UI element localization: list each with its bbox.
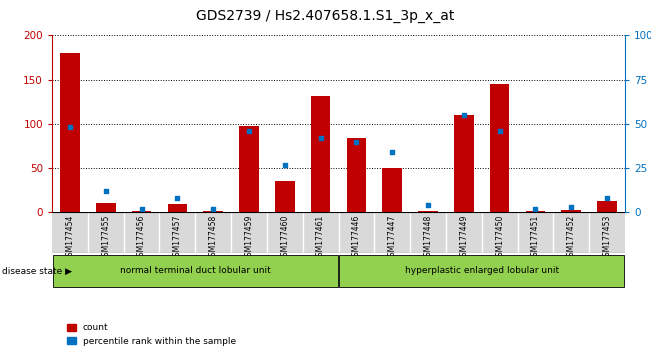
Bar: [239, 126, 259, 212]
Point: [172, 195, 182, 201]
Text: GSM177456: GSM177456: [137, 215, 146, 261]
Bar: [203, 211, 223, 212]
Point: [458, 112, 469, 118]
Point: [602, 195, 612, 201]
Text: GSM177449: GSM177449: [460, 215, 468, 261]
Text: GSM177447: GSM177447: [388, 215, 396, 261]
Point: [100, 188, 111, 194]
Text: GSM177452: GSM177452: [567, 215, 575, 261]
Text: disease state ▶: disease state ▶: [2, 267, 72, 276]
Text: GSM177455: GSM177455: [102, 215, 110, 261]
Point: [315, 135, 326, 141]
Text: GSM177448: GSM177448: [424, 215, 432, 261]
Text: GSM177461: GSM177461: [316, 215, 325, 261]
Bar: [382, 168, 402, 212]
Point: [494, 128, 505, 134]
Bar: [167, 205, 187, 212]
Point: [351, 139, 361, 144]
Bar: [96, 202, 116, 212]
Point: [422, 202, 433, 208]
Bar: [454, 115, 474, 212]
FancyBboxPatch shape: [53, 255, 338, 287]
Point: [64, 125, 75, 130]
Text: normal terminal duct lobular unit: normal terminal duct lobular unit: [120, 266, 271, 275]
Legend: count, percentile rank within the sample: count, percentile rank within the sample: [63, 320, 240, 349]
Bar: [561, 210, 581, 212]
Text: GSM177460: GSM177460: [281, 215, 289, 261]
Text: GSM177450: GSM177450: [495, 215, 504, 261]
Bar: [418, 211, 438, 212]
Point: [243, 128, 254, 134]
Point: [208, 206, 218, 212]
Bar: [490, 84, 510, 212]
Point: [530, 206, 540, 212]
Bar: [346, 138, 367, 212]
Bar: [525, 211, 546, 212]
FancyBboxPatch shape: [339, 255, 624, 287]
Bar: [597, 201, 617, 212]
Bar: [132, 211, 152, 212]
Point: [566, 204, 576, 210]
Point: [279, 162, 290, 167]
Bar: [311, 96, 331, 212]
Text: GSM177446: GSM177446: [352, 215, 361, 261]
Text: GSM177454: GSM177454: [66, 215, 74, 261]
Text: GSM177451: GSM177451: [531, 215, 540, 261]
Text: GSM177458: GSM177458: [209, 215, 217, 261]
Text: GSM177453: GSM177453: [603, 215, 611, 261]
Point: [136, 206, 146, 212]
Text: GDS2739 / Hs2.407658.1.S1_3p_x_at: GDS2739 / Hs2.407658.1.S1_3p_x_at: [197, 9, 454, 23]
Bar: [275, 181, 295, 212]
Text: GSM177457: GSM177457: [173, 215, 182, 261]
Point: [387, 149, 397, 155]
Text: hyperplastic enlarged lobular unit: hyperplastic enlarged lobular unit: [405, 266, 559, 275]
Bar: [60, 53, 80, 212]
Text: GSM177459: GSM177459: [245, 215, 253, 261]
FancyBboxPatch shape: [52, 212, 625, 253]
